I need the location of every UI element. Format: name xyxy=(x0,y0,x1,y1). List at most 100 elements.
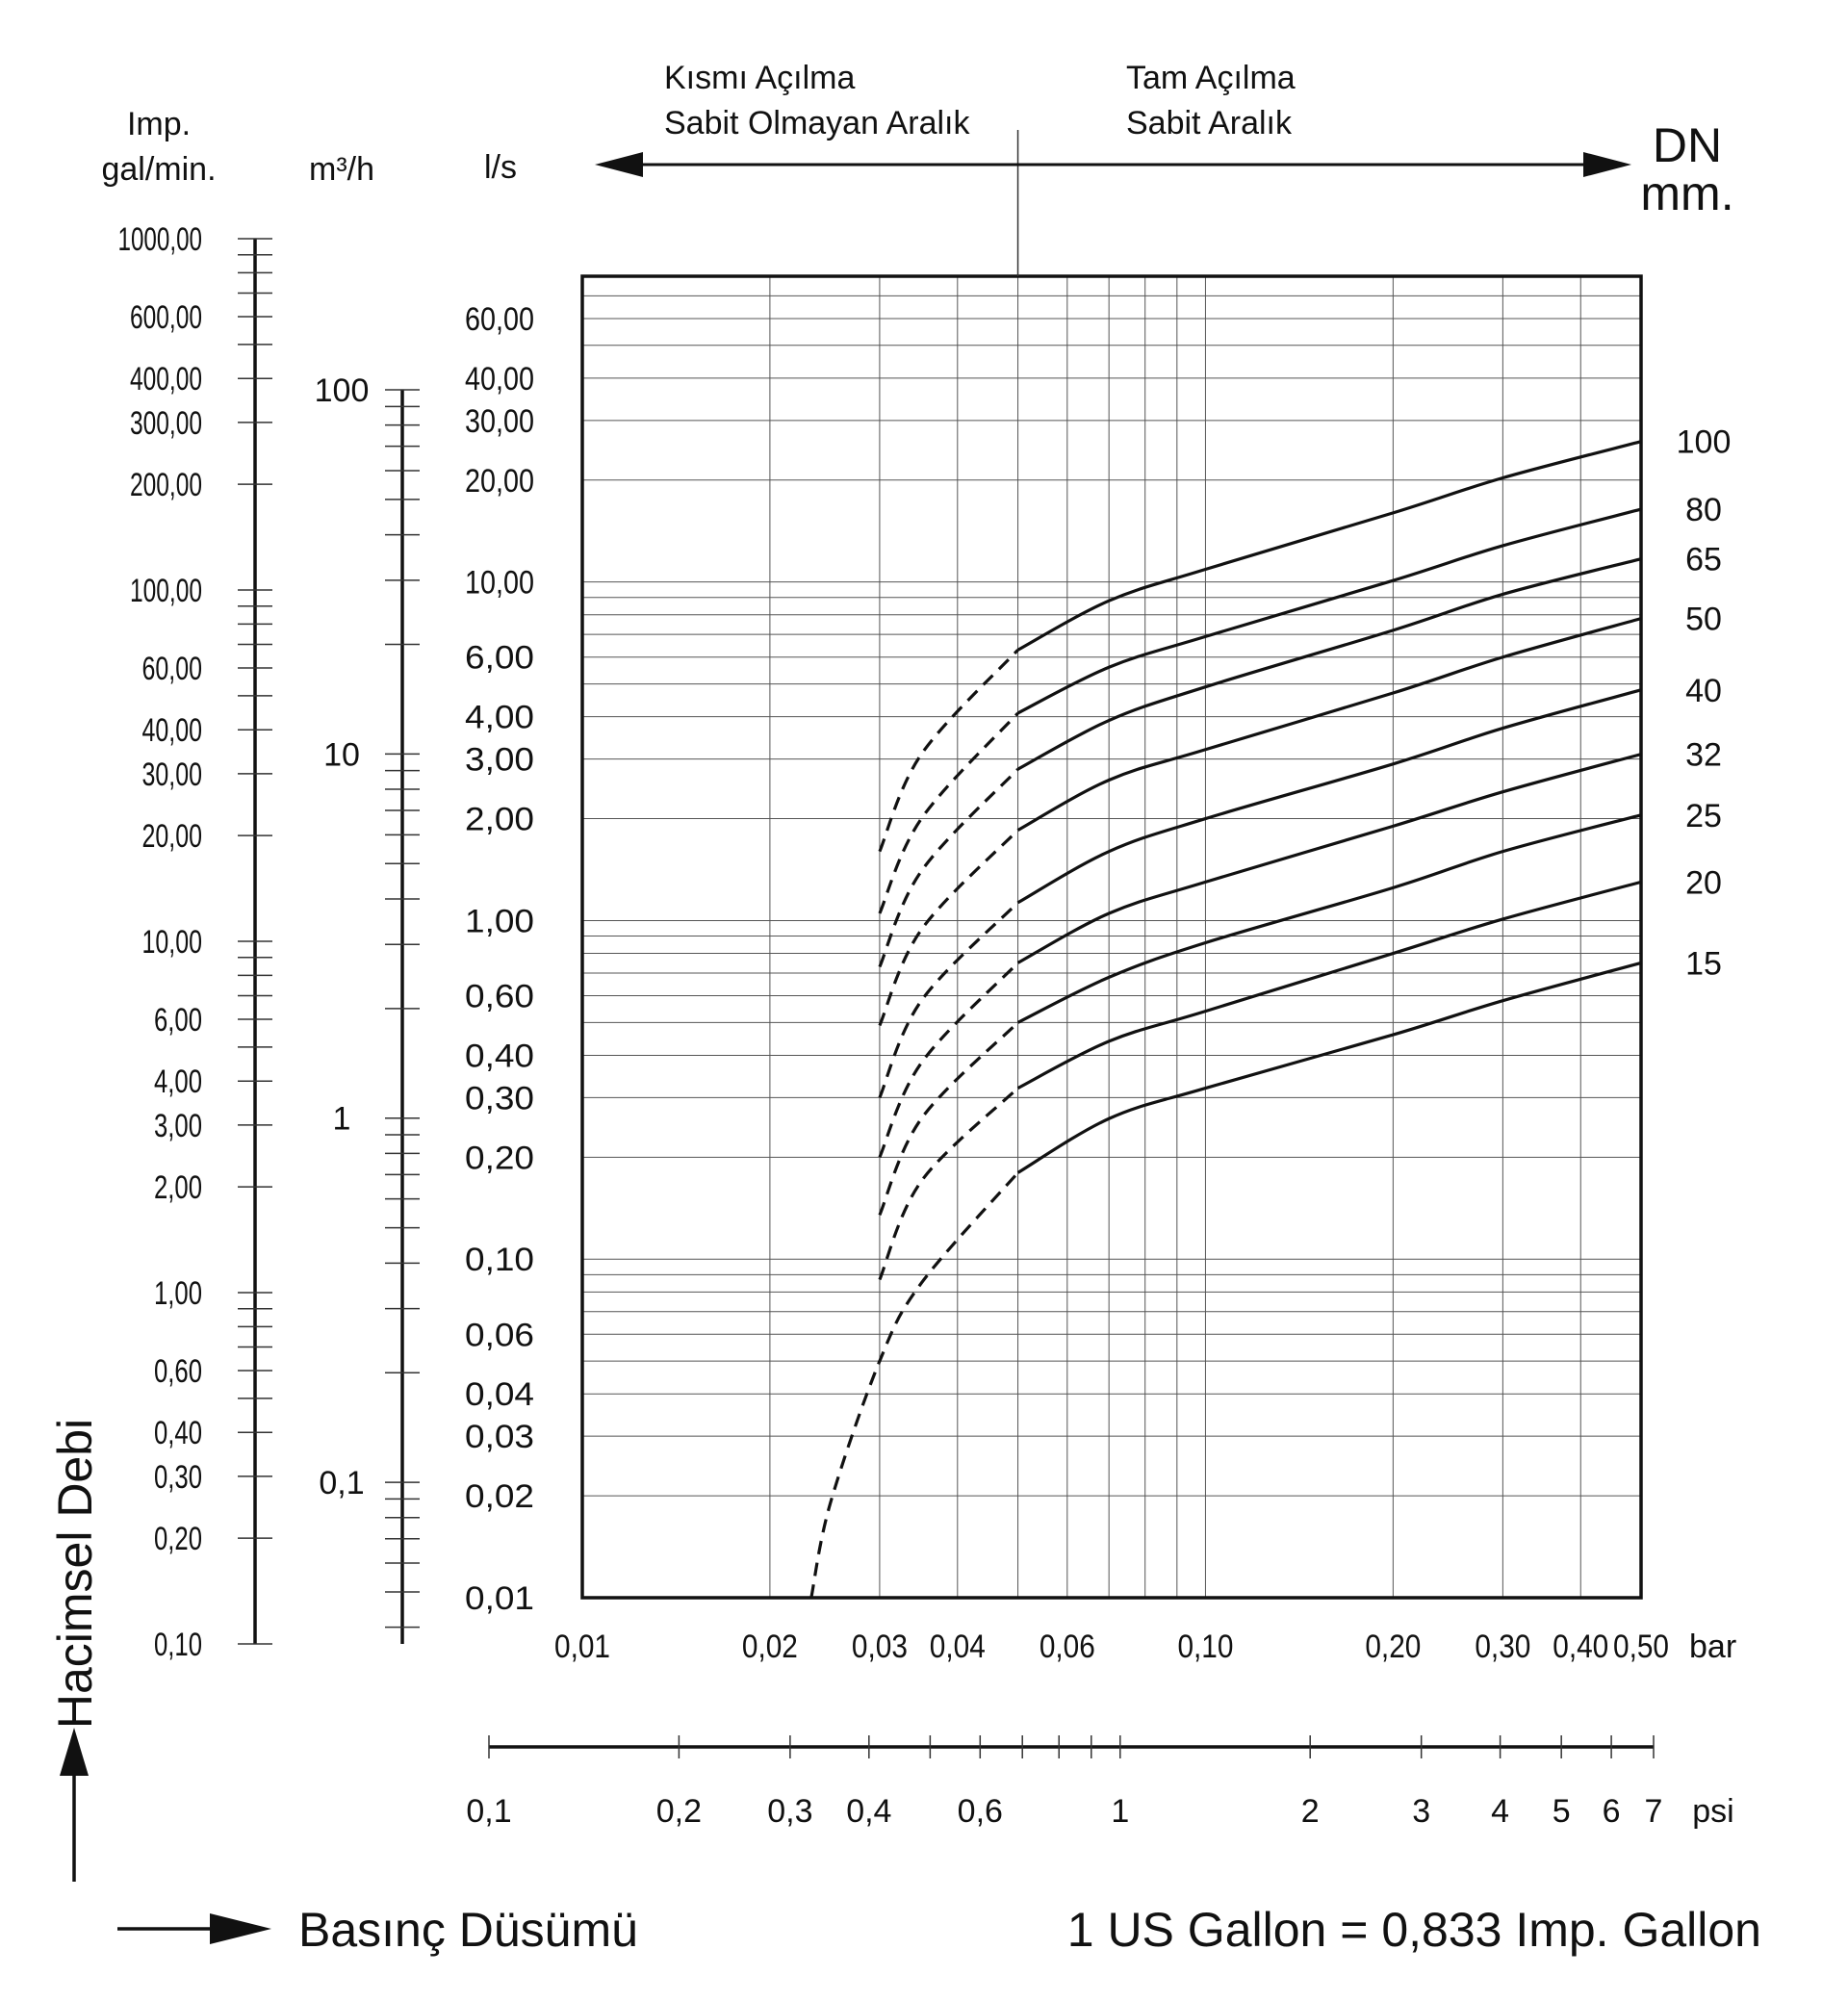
ls-tick-label: 0,02 xyxy=(465,1478,534,1515)
series-label-32: 32 xyxy=(1685,737,1722,774)
series-80-full xyxy=(1016,507,1642,715)
psi-tick-label: 0,2 xyxy=(656,1793,702,1830)
series-65-full xyxy=(1016,557,1642,771)
partial-opening-range-label: Sabit Olmayan Aralık xyxy=(664,105,970,141)
scale-0-tick-label: 60,00 xyxy=(142,651,203,687)
scale-0-tick-label: 1,00 xyxy=(154,1275,202,1312)
scale-0-tick-label: 600,00 xyxy=(130,299,202,336)
ls-tick-label: 1,00 xyxy=(465,903,534,939)
bar-unit-label: bar xyxy=(1689,1629,1736,1665)
psi-tick-label: 0,3 xyxy=(767,1793,812,1830)
scale-0-tick-label: 400,00 xyxy=(130,361,202,398)
psi-tick-label: 0,1 xyxy=(466,1793,511,1830)
series-40-partial xyxy=(878,901,1019,1099)
scale-0-tick-label: 0,40 xyxy=(154,1415,202,1451)
range-arrow-left-icon xyxy=(595,152,643,177)
scale-0-tick-label: 20,00 xyxy=(142,818,203,855)
bar-tick-label: 0,40 xyxy=(1553,1629,1608,1665)
series-100-full xyxy=(1016,440,1642,652)
scale-0-tick-label: 0,60 xyxy=(154,1353,202,1390)
ls-tick-label: 0,10 xyxy=(465,1242,534,1278)
psi-tick-label: 1 xyxy=(1111,1793,1129,1830)
bar-tick-label: 0,06 xyxy=(1040,1629,1095,1665)
series-50-full xyxy=(1016,617,1642,832)
scale-0-tick-label: 0,10 xyxy=(154,1627,202,1663)
scale-0-tick-label: 10,00 xyxy=(142,924,203,961)
chart-text: 60,00 40,00 30,00 20,00 10,00 6,00 4,00 3,00 2,0… xyxy=(48,60,1761,1957)
series-label-25: 25 xyxy=(1685,798,1722,834)
bar-tick-label: 0,30 xyxy=(1475,1629,1530,1665)
full-opening-range-label: Sabit Aralık xyxy=(1126,105,1293,141)
plot-grid xyxy=(580,274,1643,1600)
series-40-full xyxy=(1016,688,1642,905)
ls-tick-label: 0,03 xyxy=(465,1419,534,1455)
axis-scales xyxy=(60,130,1655,1944)
ls-tick-label: 4,00 xyxy=(465,700,534,736)
psi-tick-label: 4 xyxy=(1491,1793,1509,1830)
bar-tick-label: 0,04 xyxy=(930,1629,986,1665)
psi-tick-label: 3 xyxy=(1412,1793,1430,1830)
scale-1-tick-label: 1 xyxy=(333,1101,351,1138)
psi-tick-label: 6 xyxy=(1603,1793,1621,1830)
scale-0-tick-label: 300,00 xyxy=(130,405,202,442)
bar-tick-label: 0,10 xyxy=(1177,1629,1233,1665)
series-label-50: 50 xyxy=(1685,602,1722,638)
psi-tick-label: 2 xyxy=(1301,1793,1320,1830)
scale-0-tick-label: 40,00 xyxy=(142,712,203,749)
series-15-full xyxy=(1016,961,1642,1174)
ls-tick-label: 2,00 xyxy=(465,802,534,838)
ls-tick-label: 0,20 xyxy=(465,1140,534,1176)
scale-0-tick-label: 0,20 xyxy=(154,1521,202,1557)
x-axis-title: Basınç Düsümü xyxy=(298,1903,638,1957)
scale-0-tick-label: 100,00 xyxy=(130,573,202,609)
ls-tick-label: 40,00 xyxy=(465,361,534,398)
ls-tick-label: 6,00 xyxy=(465,640,534,677)
x-axis-arrow-icon xyxy=(210,1913,271,1944)
series-32-partial xyxy=(878,962,1019,1158)
psi-tick-label: 5 xyxy=(1553,1793,1571,1830)
bar-tick-label: 0,50 xyxy=(1613,1629,1669,1665)
scale-0-tick-label: 200,00 xyxy=(130,467,202,503)
scale-0-tick-label: 30,00 xyxy=(142,757,203,793)
bar-tick-label: 0,20 xyxy=(1365,1629,1421,1665)
series-15-partial xyxy=(809,1171,1019,1599)
plot-frame xyxy=(580,274,1643,1600)
bar-tick-label: 0,01 xyxy=(554,1629,610,1665)
series-25-partial xyxy=(878,1021,1019,1217)
psi-unit-label: psi xyxy=(1692,1793,1733,1830)
series-20-partial xyxy=(878,1087,1019,1281)
ls-tick-label: 30,00 xyxy=(465,403,534,440)
ls-tick-label: 20,00 xyxy=(465,463,534,500)
dn-header: DN xyxy=(1653,118,1722,172)
series-65-partial xyxy=(878,768,1019,968)
ls-tick-label: 0,04 xyxy=(465,1376,534,1413)
series-label-40: 40 xyxy=(1685,673,1722,709)
ls-tick-label: 3,00 xyxy=(465,742,534,779)
scale-1-tick-label: 0,1 xyxy=(319,1465,364,1501)
series-25-full xyxy=(1016,813,1642,1024)
series-curves xyxy=(809,440,1642,1599)
ls-tick-label: 0,01 xyxy=(465,1580,534,1617)
series-label-80: 80 xyxy=(1685,492,1722,528)
range-arrow-right-icon xyxy=(1583,152,1631,177)
series-32-full xyxy=(1016,753,1642,964)
series-50-partial xyxy=(878,829,1019,1027)
scale-0-tick-label: 3,00 xyxy=(154,1108,202,1144)
series-label-15: 15 xyxy=(1685,945,1722,982)
ls-tick-label: 0,60 xyxy=(465,978,534,1014)
ls-tick-label: 0,06 xyxy=(465,1317,534,1353)
bar-tick-label: 0,02 xyxy=(742,1629,798,1665)
ls-tick-label: 0,30 xyxy=(465,1080,534,1116)
ls-tick-label: 0,40 xyxy=(465,1038,534,1074)
ls-tick-label: 60,00 xyxy=(465,301,534,338)
scale-0-tick-label: 2,00 xyxy=(154,1169,202,1206)
psi-tick-label: 0,6 xyxy=(958,1793,1003,1830)
series-label-20: 20 xyxy=(1685,864,1722,901)
psi-tick-label: 7 xyxy=(1645,1793,1663,1830)
full-opening-label: Tam Açılma xyxy=(1126,60,1296,96)
scale-1-tick-label: 10 xyxy=(323,736,360,773)
scale-0-tick-label: 6,00 xyxy=(154,1002,202,1039)
series-80-partial xyxy=(878,711,1019,914)
gal-unit-line2: gal/min. xyxy=(101,151,216,188)
